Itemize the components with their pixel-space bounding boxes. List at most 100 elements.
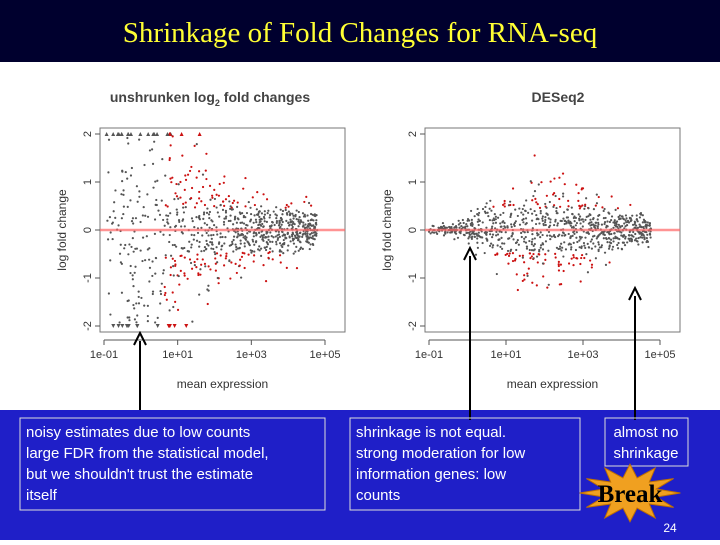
scatter-point — [291, 212, 294, 215]
scatter-point — [293, 223, 296, 226]
scatter-point — [133, 318, 137, 321]
scatter-point — [163, 293, 166, 297]
scatter-point — [506, 252, 509, 256]
scatter-point — [645, 225, 648, 228]
scatter-point — [515, 273, 518, 276]
scatter-point — [554, 220, 557, 223]
scatter-point — [522, 221, 525, 224]
scatter-point — [541, 242, 544, 245]
scatter-point — [511, 251, 515, 255]
scatter-point — [198, 293, 201, 296]
scatter-point — [535, 232, 539, 235]
scatter-point — [151, 162, 155, 165]
scatter-point — [473, 235, 477, 239]
scatter-point — [616, 243, 619, 247]
scatter-point — [306, 238, 309, 241]
scatter-point — [481, 221, 484, 224]
scatter-point — [174, 224, 178, 227]
arrow-head — [463, 245, 477, 261]
scatter-point — [556, 212, 559, 215]
scatter-point — [312, 243, 315, 247]
scatter-point — [609, 219, 613, 222]
scatter-point — [574, 248, 578, 252]
scatter-point — [578, 217, 581, 220]
scatter-point — [267, 251, 270, 255]
scatter-point — [492, 222, 495, 225]
scatter-point — [265, 198, 269, 201]
scatter-point — [558, 176, 561, 179]
scatter-point — [503, 199, 506, 203]
note-box — [349, 417, 581, 511]
scatter-point — [270, 234, 273, 238]
scatter-point — [602, 237, 605, 240]
scatter-point — [152, 132, 157, 136]
scatter-point — [629, 203, 632, 207]
scatter-point — [603, 233, 606, 237]
scatter-point — [504, 231, 507, 234]
scatter-point — [225, 215, 228, 218]
scatter-point — [266, 212, 269, 215]
scatter-point — [495, 230, 498, 233]
scatter-point — [570, 257, 573, 260]
scatter-point — [232, 238, 235, 242]
scatter-point — [594, 204, 597, 207]
scatter-point — [200, 200, 203, 203]
scatter-point — [125, 324, 130, 328]
scatter-point — [564, 233, 567, 237]
scatter-point — [546, 286, 549, 289]
scatter-point — [230, 208, 234, 211]
scatter-point — [261, 238, 264, 241]
scatter-point — [577, 199, 580, 202]
scatter-point — [270, 224, 273, 227]
scatter-point — [193, 263, 196, 267]
scatter-point — [539, 231, 542, 234]
scatter-point — [508, 252, 511, 255]
scatter-point — [251, 249, 254, 253]
scatter-point — [595, 237, 598, 240]
scatter-point — [548, 234, 552, 237]
scatter-point — [107, 171, 110, 174]
scatter-point — [215, 193, 218, 196]
scatter-point — [600, 245, 603, 249]
scatter-point — [210, 241, 214, 244]
scatter-point — [254, 241, 258, 244]
scatter-point — [612, 240, 615, 243]
scatter-point — [106, 219, 109, 222]
scatter-point — [274, 235, 277, 238]
scatter-point — [315, 234, 318, 237]
scatter-point — [277, 230, 280, 233]
scatter-point — [235, 221, 238, 224]
scatter-point — [272, 236, 275, 239]
scatter-point — [646, 233, 649, 236]
scatter-point — [445, 226, 449, 229]
scatter-point — [164, 291, 167, 295]
scatter-point — [525, 245, 529, 248]
scatter-point — [560, 234, 564, 237]
y-tick-label: -1 — [407, 273, 419, 283]
scatter-point — [289, 240, 292, 243]
scatter-point — [495, 272, 498, 276]
scatter-point — [510, 225, 513, 228]
scatter-point — [154, 180, 157, 183]
scatter-point — [559, 219, 562, 222]
scatter-point — [573, 232, 576, 235]
scatter-point — [578, 215, 582, 218]
scatter-point — [207, 284, 210, 287]
scatter-point — [602, 217, 605, 220]
scatter-point — [282, 251, 285, 255]
scatter-point — [236, 247, 240, 250]
scatter-point — [578, 239, 581, 242]
scatter-point — [262, 225, 265, 228]
scatter-point — [443, 226, 447, 229]
scatter-point — [124, 170, 127, 174]
scatter-point — [169, 273, 172, 277]
scatter-point — [600, 223, 604, 226]
scatter-point — [468, 235, 471, 238]
scatter-point — [488, 244, 492, 247]
scatter-point — [604, 216, 607, 220]
scatter-point — [641, 236, 644, 239]
scatter-point — [545, 194, 548, 197]
scatter-point — [516, 288, 519, 292]
scatter-point — [126, 316, 129, 319]
scatter-point — [176, 308, 180, 311]
